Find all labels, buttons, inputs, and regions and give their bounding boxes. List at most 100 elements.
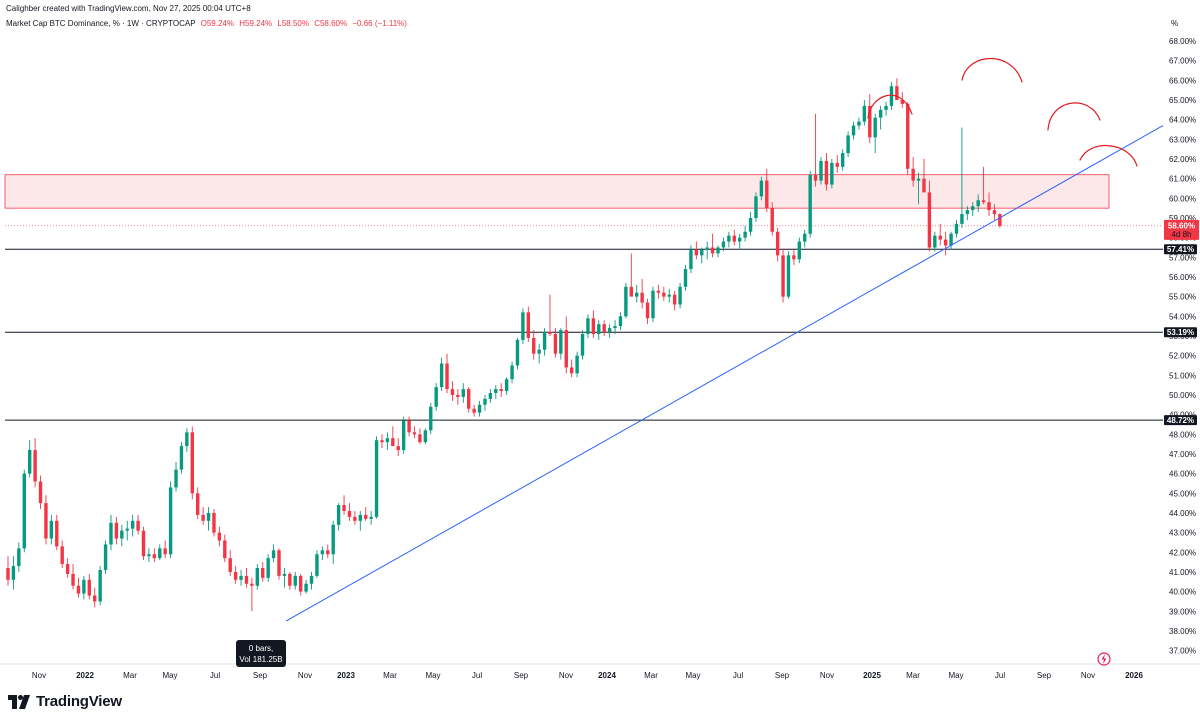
candle [472, 404, 476, 417]
candle [987, 192, 991, 217]
top-annotation-arc[interactable] [1047, 102, 1101, 131]
candle [667, 288, 671, 303]
svg-text:58.60%: 58.60% [1168, 221, 1195, 230]
candle [602, 320, 606, 336]
trendline[interactable] [285, 125, 1164, 622]
time-tick-label: Jul [733, 671, 743, 680]
candle [884, 101, 888, 116]
candle [120, 524, 124, 547]
candle [336, 503, 341, 531]
tradingview-logo-icon [8, 694, 30, 709]
candle [244, 568, 249, 588]
candle [49, 514, 54, 545]
candle [748, 212, 753, 236]
candle [347, 503, 352, 521]
svg-text:57.41%: 57.41% [1167, 245, 1194, 254]
candle [44, 495, 48, 545]
candle [878, 105, 883, 130]
candle [353, 510, 357, 525]
candle [396, 438, 400, 456]
candle [174, 461, 178, 492]
top-annotation-arc[interactable] [1079, 145, 1138, 167]
candle [851, 121, 856, 140]
price-tick-label: 48.00% [1169, 430, 1196, 439]
candle [369, 510, 373, 525]
candle [537, 343, 541, 364]
candle [738, 233, 742, 250]
candle [694, 241, 699, 260]
candle [591, 310, 596, 338]
candle [499, 383, 503, 397]
candle [981, 166, 986, 205]
resistance-zone[interactable] [4, 174, 1110, 209]
candle [813, 113, 818, 187]
top-annotation-arc[interactable] [961, 58, 1023, 83]
candle [185, 428, 189, 452]
price-tick-label: 68.00% [1169, 37, 1196, 46]
candle [564, 316, 568, 374]
candle [640, 278, 644, 309]
svg-text:4d 8h: 4d 8h [1171, 230, 1191, 239]
candle [906, 101, 910, 175]
candles [6, 78, 1002, 612]
time-tick-label: Jul [210, 671, 220, 680]
candle [689, 245, 693, 274]
candle [510, 361, 514, 384]
candle [922, 158, 926, 193]
candle [656, 284, 661, 299]
symbol-name: Market Cap BTC Dominance, % · 1W · CRYPT… [6, 19, 195, 28]
candle [255, 564, 260, 590]
price-tick-label: 64.00% [1169, 116, 1196, 125]
candle [515, 337, 520, 370]
candle [342, 495, 346, 515]
candle [672, 290, 677, 311]
candle [201, 507, 205, 525]
price-tick-label: 46.00% [1169, 470, 1196, 479]
time-tick-label: Sep [775, 671, 790, 680]
candle [575, 351, 579, 378]
candle [271, 544, 276, 563]
candle [629, 253, 633, 297]
tradingview-logo[interactable]: TradingView [8, 693, 122, 710]
candle [152, 548, 157, 563]
price-tick-label: 55.00% [1169, 293, 1196, 302]
candle [17, 542, 21, 572]
candle [288, 571, 292, 590]
tooltip-line-2: Vol 181.25B [239, 655, 282, 664]
top-annotation-arc[interactable] [867, 94, 913, 119]
price-tick-label: 39.00% [1169, 607, 1196, 616]
candle [380, 434, 384, 449]
time-tick-label: May [685, 671, 700, 680]
candle [710, 233, 715, 258]
ohlc-change: −0.66 (−1.11%) [352, 19, 407, 28]
candle [136, 514, 140, 535]
candle [320, 546, 325, 561]
ohlc-high: H59.24% [239, 19, 272, 28]
lightning-icon[interactable] [1097, 652, 1111, 666]
candle [163, 540, 167, 559]
symbol-legend[interactable]: Market Cap BTC Dominance, % · 1W · CRYPT… [6, 19, 407, 28]
time-tick-label: Nov [820, 671, 834, 680]
time-axis[interactable]: Nov 2022 Mar May Jul Sep Nov 2023 Mar May Jul Sep No… [32, 671, 1144, 680]
candle [282, 568, 287, 588]
price-tick-label: 57.00% [1169, 253, 1196, 262]
time-tick-label: Jul [472, 671, 482, 680]
price-tick-label: 45.00% [1169, 489, 1196, 498]
candle [624, 282, 628, 319]
candle [364, 507, 368, 521]
candle [450, 381, 455, 401]
candle [196, 487, 200, 519]
candle [141, 526, 146, 561]
candle [434, 383, 438, 411]
time-tick-label: May [948, 671, 963, 680]
candle [391, 426, 395, 447]
candle [618, 312, 623, 331]
candle [55, 514, 59, 551]
price-tick-label: 42.00% [1169, 548, 1196, 557]
price-tick-label: 41.00% [1169, 568, 1196, 577]
time-tick-label: 2022 [76, 671, 94, 680]
level-price-label: 53.19% [1164, 327, 1197, 338]
candle [933, 231, 937, 252]
